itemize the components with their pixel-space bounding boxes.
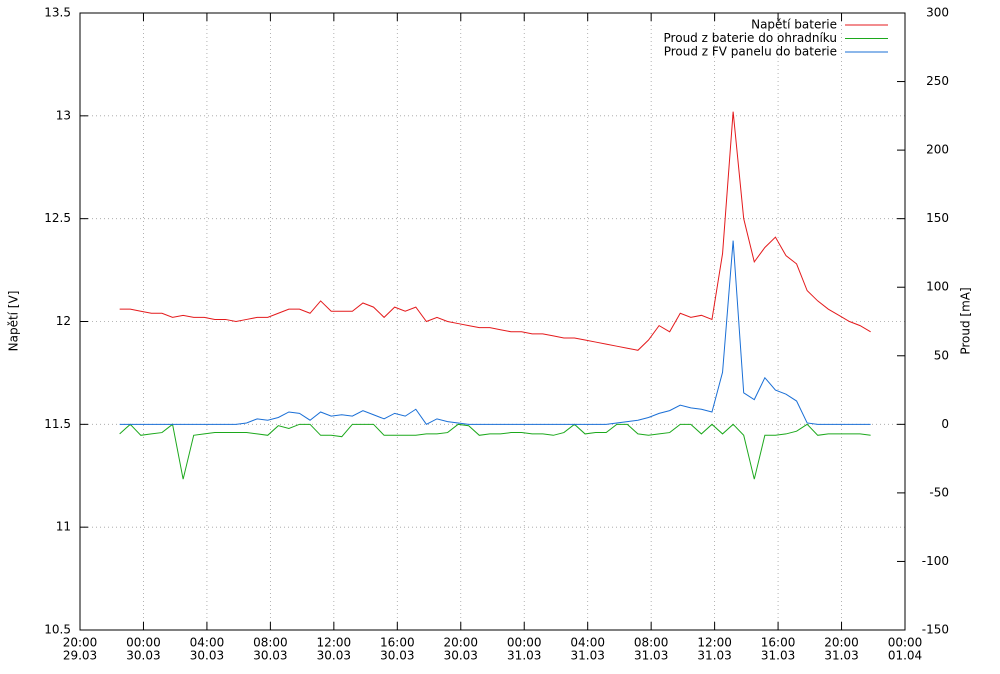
legend-label: Napětí baterie — [751, 18, 837, 32]
y2-tick-label: -150 — [922, 623, 949, 637]
x-tick-label: 31.03 — [761, 649, 795, 663]
y2-tick-label: 200 — [926, 143, 949, 157]
legend-label: Proud z FV panelu do baterie — [664, 45, 837, 59]
x-tick-label: 20:00 — [824, 636, 859, 650]
y2-tick-label: 0 — [941, 417, 949, 431]
x-tick-label: 31.03 — [697, 649, 731, 663]
x-tick-label: 04:00 — [570, 636, 605, 650]
x-tick-label: 00:00 — [507, 636, 542, 650]
series-line — [119, 111, 871, 351]
x-tick-label: 04:00 — [190, 636, 225, 650]
y2-tick-label: 150 — [926, 211, 949, 225]
y-tick-label: 12 — [56, 314, 71, 328]
x-tick-label: 31.03 — [507, 649, 541, 663]
y-tick-label: 12.5 — [44, 211, 71, 225]
y-tick-label: 13 — [56, 108, 71, 122]
y2-tick-label: 300 — [926, 6, 949, 20]
series-line — [119, 423, 871, 480]
x-tick-label: 12:00 — [697, 636, 732, 650]
x-tick-label: 31.03 — [824, 649, 858, 663]
y2-tick-label: 50 — [934, 348, 949, 362]
y-tick-label: 11.5 — [44, 417, 71, 431]
x-tick-label: 00:00 — [126, 636, 161, 650]
y2-tick-label: -100 — [922, 554, 949, 568]
x-tick-label: 16:00 — [380, 636, 415, 650]
x-tick-label: 16:00 — [761, 636, 796, 650]
x-tick-label: 31.03 — [634, 649, 668, 663]
x-tick-label: 12:00 — [317, 636, 352, 650]
x-tick-label: 30.03 — [380, 649, 414, 663]
y2-tick-label: 250 — [926, 74, 949, 88]
x-tick-label: 30.03 — [317, 649, 351, 663]
x-tick-label: 30.03 — [444, 649, 478, 663]
x-tick-label: 00:00 — [888, 636, 923, 650]
y2-axis-label: Proud [mA] — [959, 287, 973, 354]
legend-label: Proud z baterie do ohradníku — [664, 31, 837, 45]
x-tick-label: 20:00 — [443, 636, 478, 650]
x-tick-label: 08:00 — [253, 636, 288, 650]
plot-frame — [79, 12, 906, 631]
x-tick-label: 30.03 — [126, 649, 160, 663]
x-tick-label: 08:00 — [634, 636, 669, 650]
x-tick-label: 01.04 — [888, 649, 922, 663]
y-tick-label: 13.5 — [44, 6, 71, 20]
y-tick-label: 10.5 — [44, 623, 71, 637]
y2-tick-label: 100 — [926, 280, 949, 294]
x-tick-label: 29.03 — [63, 649, 97, 663]
x-tick-label: 31.03 — [571, 649, 605, 663]
x-tick-label: 30.03 — [190, 649, 224, 663]
y-tick-label: 11 — [56, 520, 71, 534]
series-line — [119, 240, 871, 425]
y-axis-label: Napětí [V] — [7, 291, 21, 352]
y2-tick-label: -50 — [929, 485, 949, 499]
x-tick-label: 20:00 — [63, 636, 98, 650]
x-tick-label: 30.03 — [253, 649, 287, 663]
